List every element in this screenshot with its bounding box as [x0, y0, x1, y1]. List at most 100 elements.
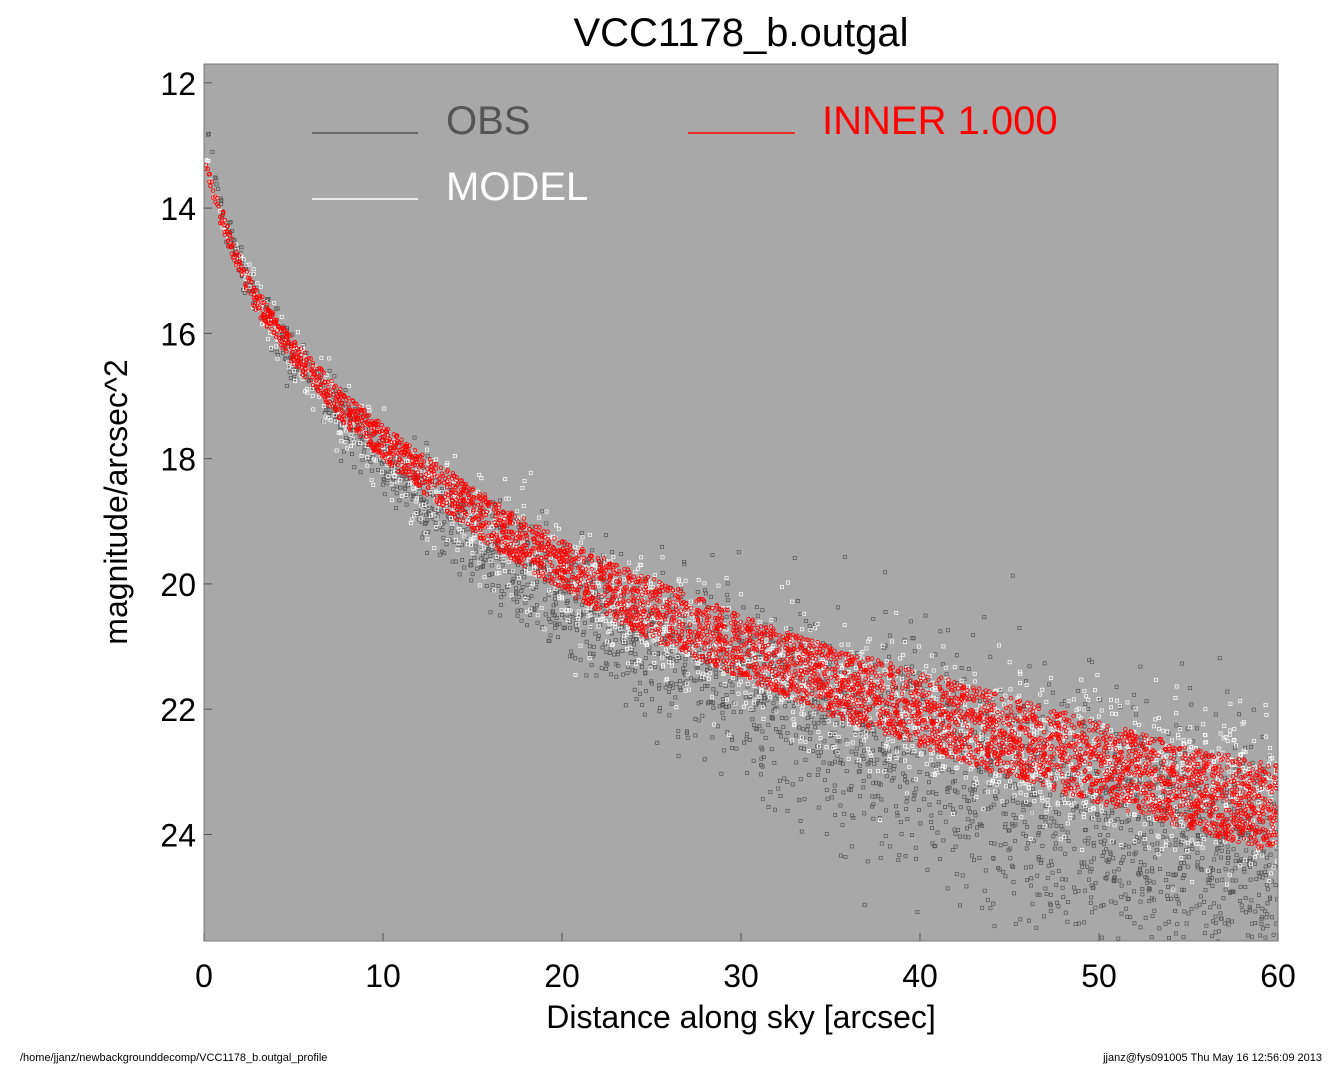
data-point [1121, 855, 1126, 860]
data-point [504, 585, 509, 590]
data-point [593, 631, 598, 636]
data-point [703, 684, 708, 689]
data-point [1008, 846, 1013, 851]
data-point [761, 702, 766, 707]
data-point [888, 844, 893, 849]
data-point [759, 745, 764, 750]
data-point [674, 681, 679, 686]
data-point [1244, 848, 1249, 853]
data-point [605, 662, 610, 667]
data-point [1197, 766, 1202, 771]
data-point [424, 512, 429, 517]
data-point [535, 620, 540, 625]
data-point [1134, 712, 1139, 717]
data-point [926, 790, 931, 795]
data-point [959, 666, 964, 670]
data-point [895, 813, 900, 818]
data-point [816, 721, 821, 726]
data-point [1060, 885, 1065, 890]
data-point [348, 437, 353, 441]
data-point [469, 578, 474, 583]
data-point [843, 855, 848, 859]
data-point [550, 610, 555, 615]
data-point [1265, 924, 1270, 929]
data-point [728, 679, 733, 683]
data-point [1029, 793, 1034, 797]
data-point [1152, 908, 1157, 913]
data-point [824, 832, 829, 836]
data-point [961, 750, 966, 755]
data-point [1218, 839, 1223, 843]
data-point [465, 527, 470, 532]
data-point [484, 584, 489, 589]
data-point [439, 549, 444, 554]
data-point [1050, 690, 1055, 695]
data-point [997, 867, 1002, 872]
data-point [978, 699, 983, 704]
data-point [970, 791, 975, 796]
data-point [1043, 886, 1048, 891]
data-point [1023, 800, 1028, 805]
data-point [935, 830, 940, 835]
data-point [1179, 661, 1184, 666]
data-point [1089, 859, 1094, 864]
data-point [643, 656, 648, 661]
data-point [1056, 904, 1061, 909]
data-point [1126, 880, 1131, 885]
data-point [905, 780, 910, 785]
data-point [948, 803, 953, 808]
data-point [643, 670, 648, 675]
data-point [861, 779, 866, 783]
data-point [1263, 909, 1268, 914]
data-point [1058, 978, 1061, 981]
data-point [575, 628, 579, 633]
data-point [1207, 965, 1210, 968]
data-point [1262, 1006, 1265, 1009]
data-point [554, 616, 559, 620]
data-point [708, 666, 713, 671]
data-point [1150, 842, 1155, 847]
data-point [580, 602, 585, 607]
data-point [838, 760, 843, 765]
data-point [1142, 841, 1147, 846]
data-point [945, 886, 950, 891]
data-point [936, 800, 941, 805]
data-point [973, 787, 977, 792]
data-point [803, 757, 808, 762]
data-point [1233, 878, 1238, 883]
data-point [781, 725, 786, 730]
data-point [1104, 858, 1109, 863]
data-point [1176, 901, 1181, 906]
data-point [833, 759, 837, 764]
data-point [842, 705, 847, 710]
data-point [1146, 945, 1149, 948]
data-point [950, 769, 955, 774]
data-point [1069, 798, 1074, 803]
data-point [435, 514, 440, 519]
data-point [797, 798, 802, 802]
data-point [1210, 884, 1215, 889]
data-point [694, 665, 699, 670]
data-point [1242, 869, 1247, 874]
data-point [660, 544, 664, 549]
data-point [473, 544, 478, 549]
data-point [929, 813, 934, 818]
data-point [785, 779, 790, 784]
data-point [655, 740, 660, 745]
data-point [859, 723, 864, 727]
data-point [841, 790, 846, 795]
data-point [1134, 792, 1139, 797]
data-point [1138, 664, 1143, 669]
data-point [1257, 892, 1261, 897]
data-point [775, 693, 780, 698]
data-point [522, 594, 527, 599]
data-point [1269, 879, 1274, 884]
data-point [1056, 811, 1061, 816]
data-point [394, 506, 398, 511]
data-point [798, 611, 803, 616]
data-point [773, 696, 778, 701]
data-point [498, 498, 502, 503]
data-point [620, 637, 624, 642]
data-point [1094, 768, 1098, 773]
data-point [644, 688, 649, 693]
